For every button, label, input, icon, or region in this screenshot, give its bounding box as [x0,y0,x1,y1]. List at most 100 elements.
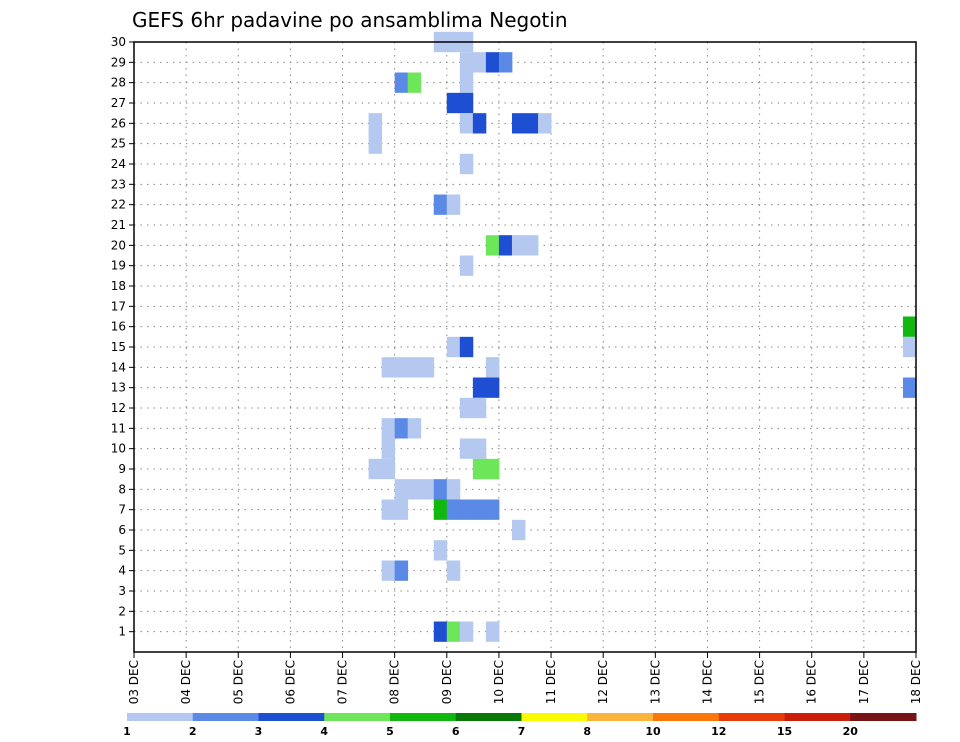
x-tick-label: 07 DEC [336,660,350,704]
y-tick-label: 19 [111,259,126,273]
y-tick-label: 24 [111,157,126,171]
colorbar-swatch [127,713,194,721]
precip-cell [472,438,487,459]
precip-cell [472,52,487,73]
colorbar-label: 8 [583,725,591,738]
precip-cell [381,458,396,480]
x-tick-label: 13 DEC [648,660,662,704]
colorbar-label: 7 [518,725,526,738]
colorbar-swatch [521,713,588,721]
colorbar-swatch [718,713,785,721]
precip-cell [394,479,409,500]
precip-cell [446,560,461,581]
y-tick-label: 7 [118,503,126,517]
precip-cell [459,255,474,276]
y-tick-label: 21 [111,218,126,232]
y-tick-label: 17 [111,299,126,313]
colorbar-swatch [192,713,259,721]
y-tick-label: 4 [118,564,126,578]
y-tick-label: 16 [111,320,126,334]
x-tick-label: 18 DEC [909,660,923,704]
precip-cell [433,194,448,215]
precip-cell [381,418,396,439]
precip-cell [459,621,474,642]
precip-cell [459,499,474,520]
y-tick-label: 3 [118,584,126,598]
colorbar-label: 12 [711,725,726,738]
colorbar-label: 4 [320,725,328,738]
y-tick-label: 11 [111,421,126,435]
precip-cell [459,92,474,114]
precip-cell [459,153,474,175]
x-tick-label: 09 DEC [440,660,454,704]
colorbar-swatch [455,713,522,721]
precip-cell [446,92,461,114]
y-tick-label: 8 [118,482,126,496]
precip-cell [433,540,448,561]
x-tick-label: 04 DEC [179,660,193,704]
colorbar-legend: 1 2 3 4 5 6 7 8 10 12 15 20 [123,713,917,738]
colorbar-label: 15 [777,725,792,738]
precip-cell [420,479,435,500]
y-tick-label: 28 [111,76,126,90]
precip-cell [433,499,448,520]
precip-cell [902,336,917,358]
precip-cell [368,133,383,154]
colorbar-label: 20 [843,725,859,738]
precip-cell [511,519,526,541]
precip-cell [446,194,461,215]
precip-cell [407,72,422,93]
precip-cell [525,235,539,256]
data-cells [368,31,917,642]
precip-cell [381,357,396,378]
precip-cell [472,377,487,398]
y-tick-label: 25 [111,137,126,151]
precip-cell [511,235,526,256]
y-tick-label: 13 [111,381,126,395]
precip-cell [472,113,487,134]
precip-cell [459,52,474,73]
precip-cell [446,499,461,520]
x-tick-label: 17 DEC [857,660,871,704]
y-tick-label: 23 [111,177,126,191]
precip-cell [485,499,500,520]
chart-title: GEFS 6hr padavine po ansamblima Negotin [132,8,568,32]
precip-cell [472,397,487,419]
y-tick-label: 29 [111,55,126,69]
precip-cell [368,458,383,480]
precip-cell [446,621,461,642]
x-tick-label: 08 DEC [388,660,402,704]
x-tick-label: 10 DEC [492,660,506,704]
x-tick-label: 11 DEC [544,660,558,704]
colorbar-label: 1 [123,725,131,738]
x-tick-label: 16 DEC [805,660,819,704]
precip-cell [433,621,448,642]
precip-cell [446,479,461,500]
y-tick-label: 10 [111,442,126,456]
precip-cell [407,418,422,439]
colorbar-swatch [390,713,457,721]
colorbar-label: 6 [452,725,460,738]
precip-cell [485,621,500,642]
x-tick-label: 03 DEC [127,660,141,704]
colorbar-label: 2 [189,725,197,738]
x-tick-label: 06 DEC [283,660,297,704]
precip-cell [381,438,396,459]
precip-cell [485,235,500,256]
y-tick-label: 2 [118,604,126,618]
y-tick-label: 12 [111,401,126,415]
y-tick-label: 1 [118,625,126,639]
y-tick-label: 6 [118,523,126,537]
colorbar-swatch [784,713,851,721]
y-tick-label: 27 [111,96,126,110]
precip-cell [485,377,500,398]
precip-cell [394,499,409,520]
precip-cell [459,336,474,358]
precip-cell [472,499,487,520]
y-tick-label: 26 [111,116,126,130]
precip-cell [394,418,409,439]
precip-cell [459,72,474,93]
y-tick-label: 22 [111,198,126,212]
colorbar-swatch [850,713,917,721]
